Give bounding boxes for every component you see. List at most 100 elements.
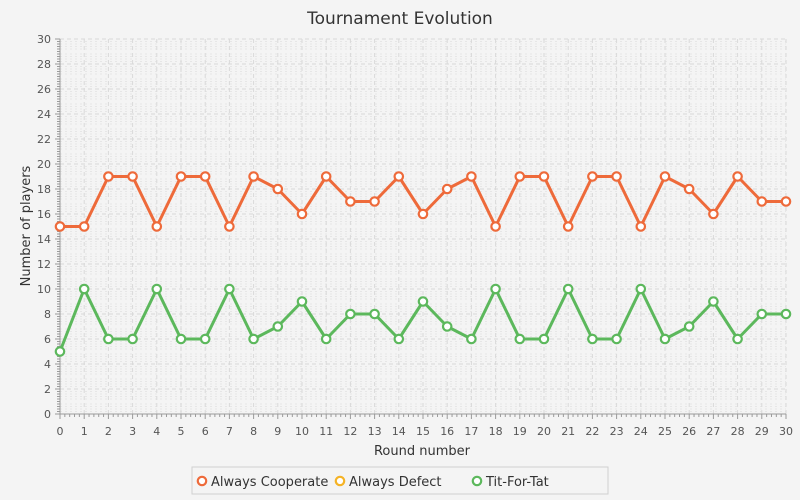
x-tick-label: 17	[464, 425, 478, 438]
series-layer	[54, 171, 792, 357]
chart-title: Tournament Evolution	[306, 9, 493, 29]
y-axis-title: Number of players	[19, 165, 34, 286]
y-tick-label: 8	[44, 308, 51, 321]
data-point	[369, 196, 380, 207]
data-point	[78, 221, 90, 232]
x-tick-label: 19	[513, 425, 527, 438]
data-point	[611, 333, 622, 345]
data-point	[393, 171, 405, 182]
data-point	[683, 321, 695, 332]
data-point	[127, 171, 138, 182]
y-tick-label: 0	[44, 408, 51, 421]
legend: Always Cooperate Always Defect Tit-For-Tat	[191, 466, 609, 495]
x-tick-label: 4	[153, 425, 160, 438]
data-point	[175, 171, 187, 182]
legend-label: Always Defect	[349, 475, 442, 490]
x-axis-title: Round number	[374, 444, 471, 459]
data-point	[103, 171, 114, 182]
plot-area	[60, 39, 786, 414]
data-point	[127, 333, 138, 345]
data-point	[224, 283, 235, 295]
data-point	[54, 221, 66, 232]
data-point	[611, 171, 622, 182]
data-point	[369, 308, 380, 320]
y-tick-label: 16	[37, 208, 51, 221]
x-tick-label: 9	[274, 425, 281, 438]
data-point	[562, 283, 574, 295]
legend-marker	[196, 475, 208, 487]
data-point	[659, 333, 671, 345]
data-point	[514, 171, 526, 182]
data-point	[538, 333, 550, 345]
x-tick-label: 21	[561, 425, 575, 438]
data-point	[199, 171, 211, 182]
data-point	[175, 333, 187, 345]
legend-label: Tit-For-Tat	[485, 475, 549, 490]
data-point	[393, 333, 405, 345]
legend-label: Always Cooperate	[211, 475, 328, 490]
x-tick-label: 2	[105, 425, 112, 438]
data-point	[780, 308, 792, 320]
legend-box	[191, 466, 609, 495]
x-tick-label: 12	[343, 425, 357, 438]
data-point	[587, 171, 598, 182]
data-point	[562, 221, 574, 232]
data-point	[103, 333, 114, 345]
data-point	[441, 183, 453, 195]
y-tick-label: 10	[37, 283, 51, 296]
x-tick-label: 18	[489, 425, 503, 438]
data-point	[708, 296, 719, 307]
data-point	[320, 333, 332, 345]
data-point	[296, 208, 308, 220]
data-point	[248, 333, 259, 345]
data-point	[320, 171, 332, 182]
x-tick-label: 20	[537, 425, 551, 438]
data-point	[199, 333, 211, 345]
x-tick-label: 10	[295, 425, 309, 438]
data-point	[296, 296, 308, 307]
data-point	[538, 171, 550, 182]
y-tick-label: 22	[37, 133, 51, 146]
data-point	[54, 346, 66, 357]
x-tick-label: 29	[755, 425, 769, 438]
y-tick-label: 18	[37, 183, 51, 196]
data-point	[659, 171, 671, 182]
data-point	[683, 183, 695, 195]
y-tick-label: 12	[37, 258, 51, 271]
data-point	[466, 333, 477, 345]
y-tick-label: 24	[37, 108, 51, 121]
y-tick-label: 14	[37, 233, 51, 246]
data-point	[466, 171, 477, 182]
x-tick-label: 24	[634, 425, 648, 438]
y-tick-label: 4	[44, 358, 51, 371]
y-tick-label: 26	[37, 83, 51, 96]
data-point	[441, 321, 453, 332]
y-tick-label: 30	[37, 33, 51, 46]
data-point	[417, 296, 429, 307]
data-point	[635, 283, 647, 295]
data-point	[490, 283, 501, 295]
data-point	[756, 308, 768, 320]
data-point	[151, 221, 163, 232]
legend-marker	[334, 475, 346, 487]
grid	[59, 38, 787, 415]
data-point	[248, 171, 259, 182]
data-point	[345, 196, 356, 207]
data-point	[78, 283, 90, 295]
x-tick-label: 7	[226, 425, 233, 438]
data-point	[732, 333, 743, 345]
data-point	[490, 221, 501, 232]
data-point	[417, 208, 429, 220]
x-tick-label: 14	[392, 425, 406, 438]
x-tick-label: 1	[81, 425, 88, 438]
data-point	[732, 171, 743, 182]
x-tick-label: 0	[57, 425, 64, 438]
x-tick-label: 26	[682, 425, 696, 438]
data-point	[272, 183, 284, 195]
data-point	[587, 333, 598, 345]
x-tick-label: 30	[779, 425, 793, 438]
y-tick-label: 20	[37, 158, 51, 171]
y-tick-label: 2	[44, 383, 51, 396]
x-tick-label: 22	[585, 425, 599, 438]
